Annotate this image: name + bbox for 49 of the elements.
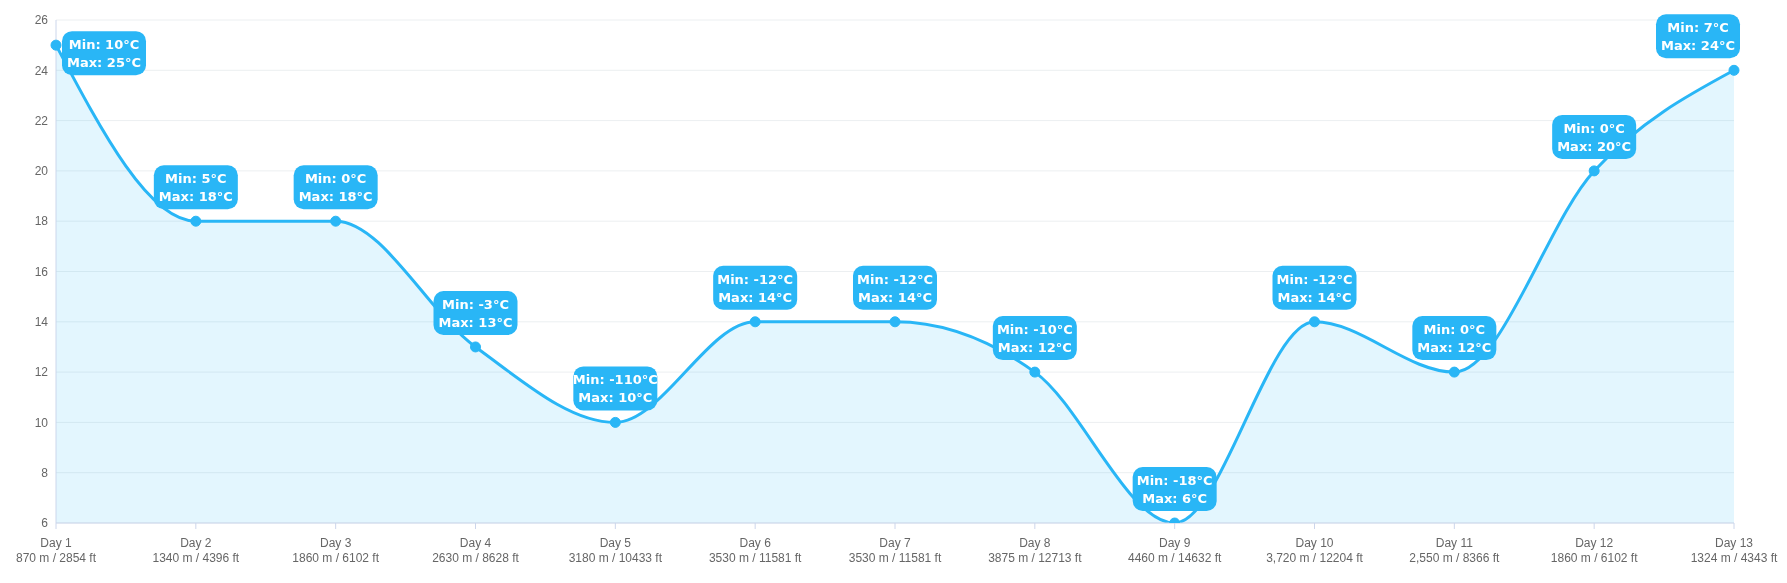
x-tick-label: Day 9 4460 m / 14632 ft: [1127, 536, 1223, 565]
point: [330, 215, 342, 227]
data-label: Min: -18°C Max: 6°C: [1136, 473, 1213, 506]
x-tick-label: Day 7 3530 m / 11581 ft: [848, 536, 942, 565]
x-tick-label: Day 6 3530 m / 11581 ft: [708, 536, 803, 565]
y-tick-label: 16: [34, 264, 49, 279]
x-tick-label: Day 3 1860 m / 6102 ft: [292, 536, 380, 565]
point: [50, 39, 62, 51]
y-tick-label: 10: [34, 415, 49, 430]
data-label: Min: 7°C Max: 24°C: [1661, 20, 1735, 54]
data-label: Min: -110°C Max: 10°C: [572, 372, 658, 406]
y-tick-label: 6: [41, 516, 49, 531]
point: [1309, 316, 1320, 328]
y-tick-label: 22: [34, 113, 49, 128]
y-tick-label: 14: [34, 315, 49, 330]
point: [470, 341, 481, 353]
point: [609, 416, 621, 428]
y-tick-label: 20: [34, 164, 49, 179]
point: [190, 215, 202, 227]
point: [889, 316, 901, 328]
x-tick-label: Day 13 1324 m / 4343 ft: [1690, 536, 1779, 565]
point: [1448, 366, 1460, 378]
data-label: Min: 5°C Max: 18°C: [158, 171, 233, 205]
point: [749, 316, 761, 328]
x-tick-label: Day 4 2630 m / 8628 ft: [432, 536, 520, 565]
data-label: Min: 10°C Max: 25°C: [67, 37, 141, 71]
y-tick-label: 26: [34, 13, 49, 28]
y-tick-label: 18: [34, 214, 49, 229]
data-label: Min: -12°C Max: 14°C: [717, 271, 794, 305]
data-label: Min: 0°C Max: 12°C: [1417, 322, 1492, 356]
x-tick-label: Day 8 3875 m / 12713 ft: [988, 536, 1083, 565]
x-tick-label: Day 12 1860 m / 6102 ft: [1550, 536, 1639, 565]
x-tick-label: Day 10 3,720 m / 12204 ft: [1266, 536, 1364, 565]
point: [1728, 64, 1740, 76]
x-tick-label: Day 1 870 m / 2854 ft: [15, 536, 97, 565]
data-label: Min: -12°C Max: 14°C: [1276, 271, 1353, 305]
point: [1029, 366, 1041, 378]
data-label: Min: -3°C Max: 13°C: [438, 296, 513, 330]
point: [1588, 165, 1600, 177]
data-label: Min: 0°C Max: 18°C: [298, 171, 373, 205]
y-tick-label: 12: [34, 365, 49, 380]
data-label: Min: 0°C Max: 20°C: [1557, 120, 1632, 154]
data-label: Min: -10°C Max: 12°C: [996, 322, 1073, 356]
x-tick-label: Day 2 1340 m / 4396 ft: [152, 536, 240, 565]
x-tick-label: Day 11 2,550 m / 8366 ft: [1409, 536, 1501, 565]
x-tick-label: Day 5 3180 m / 10433 ft: [568, 536, 663, 565]
y-tick-label: 8: [41, 465, 49, 480]
data-label: Min: -12°C Max: 14°C: [857, 271, 933, 305]
y-tick-label: 24: [34, 63, 49, 78]
